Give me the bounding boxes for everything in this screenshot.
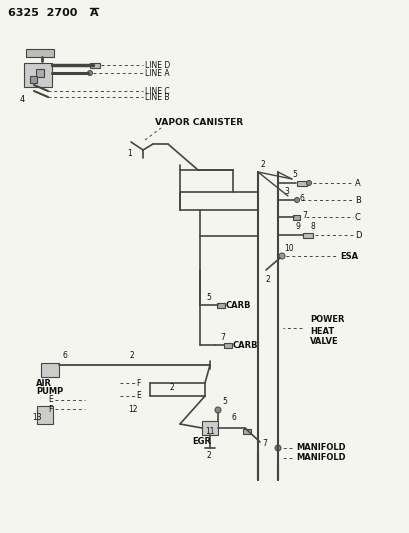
Text: 2: 2: [207, 450, 211, 459]
Text: 12: 12: [128, 406, 137, 415]
Text: 13: 13: [32, 413, 42, 422]
Text: PUMP: PUMP: [36, 387, 63, 397]
Bar: [296, 181, 306, 185]
Text: CARB: CARB: [225, 301, 251, 310]
Text: LINE C: LINE C: [145, 86, 169, 95]
Text: 6: 6: [299, 193, 304, 203]
Bar: [293, 214, 300, 220]
Text: MANIFOLD: MANIFOLD: [295, 454, 345, 463]
Circle shape: [278, 253, 284, 259]
Text: 2: 2: [265, 274, 270, 284]
Bar: [36, 69, 44, 77]
Text: HEAT: HEAT: [309, 327, 333, 335]
Bar: [26, 49, 54, 57]
Text: C: C: [354, 213, 360, 222]
Text: ESA: ESA: [339, 252, 357, 261]
Text: 10: 10: [283, 244, 293, 253]
Circle shape: [214, 407, 220, 413]
Circle shape: [87, 70, 92, 76]
Bar: [37, 406, 53, 424]
Text: A: A: [90, 8, 99, 18]
Text: A: A: [354, 179, 360, 188]
Text: E: E: [48, 395, 53, 405]
Text: 2: 2: [261, 159, 265, 168]
Text: 6: 6: [63, 351, 68, 360]
Text: 5: 5: [205, 293, 210, 302]
Text: 6: 6: [231, 414, 236, 423]
Bar: [216, 303, 225, 308]
Text: 3: 3: [283, 187, 288, 196]
Text: 5: 5: [291, 169, 296, 179]
Text: POWER: POWER: [309, 316, 344, 325]
Text: AIR: AIR: [36, 378, 52, 387]
Text: 7: 7: [301, 211, 306, 220]
Bar: [30, 76, 37, 83]
Text: F: F: [48, 405, 52, 414]
Text: EGR: EGR: [191, 438, 211, 447]
Bar: [24, 63, 52, 87]
Text: MANIFOLD: MANIFOLD: [295, 443, 345, 453]
Text: 11: 11: [204, 426, 214, 435]
Text: 4: 4: [20, 94, 25, 103]
Bar: [90, 62, 100, 68]
Text: CARB: CARB: [232, 341, 258, 350]
Text: 8: 8: [310, 222, 315, 230]
Text: LINE D: LINE D: [145, 61, 170, 69]
Bar: [223, 343, 231, 348]
Bar: [202, 421, 218, 435]
Text: F: F: [136, 378, 140, 387]
Bar: [243, 429, 250, 433]
Text: 6325  2700: 6325 2700: [8, 8, 77, 18]
Text: 2: 2: [130, 351, 135, 360]
Text: VALVE: VALVE: [309, 337, 338, 346]
Circle shape: [274, 445, 280, 451]
Text: 5: 5: [221, 398, 226, 407]
Text: B: B: [354, 196, 360, 205]
Text: 2: 2: [170, 383, 174, 392]
Circle shape: [294, 198, 299, 203]
Text: VAPOR CANISTER: VAPOR CANISTER: [155, 117, 243, 126]
Bar: [41, 363, 59, 377]
Text: LINE B: LINE B: [145, 93, 169, 101]
Text: 7: 7: [220, 333, 224, 342]
Text: LINE A: LINE A: [145, 69, 169, 77]
Text: D: D: [354, 230, 361, 239]
Text: 1: 1: [127, 149, 131, 157]
Text: E: E: [136, 392, 140, 400]
Bar: [302, 232, 312, 238]
Text: 7: 7: [261, 440, 266, 448]
Text: 9: 9: [295, 222, 300, 230]
Circle shape: [306, 181, 311, 185]
